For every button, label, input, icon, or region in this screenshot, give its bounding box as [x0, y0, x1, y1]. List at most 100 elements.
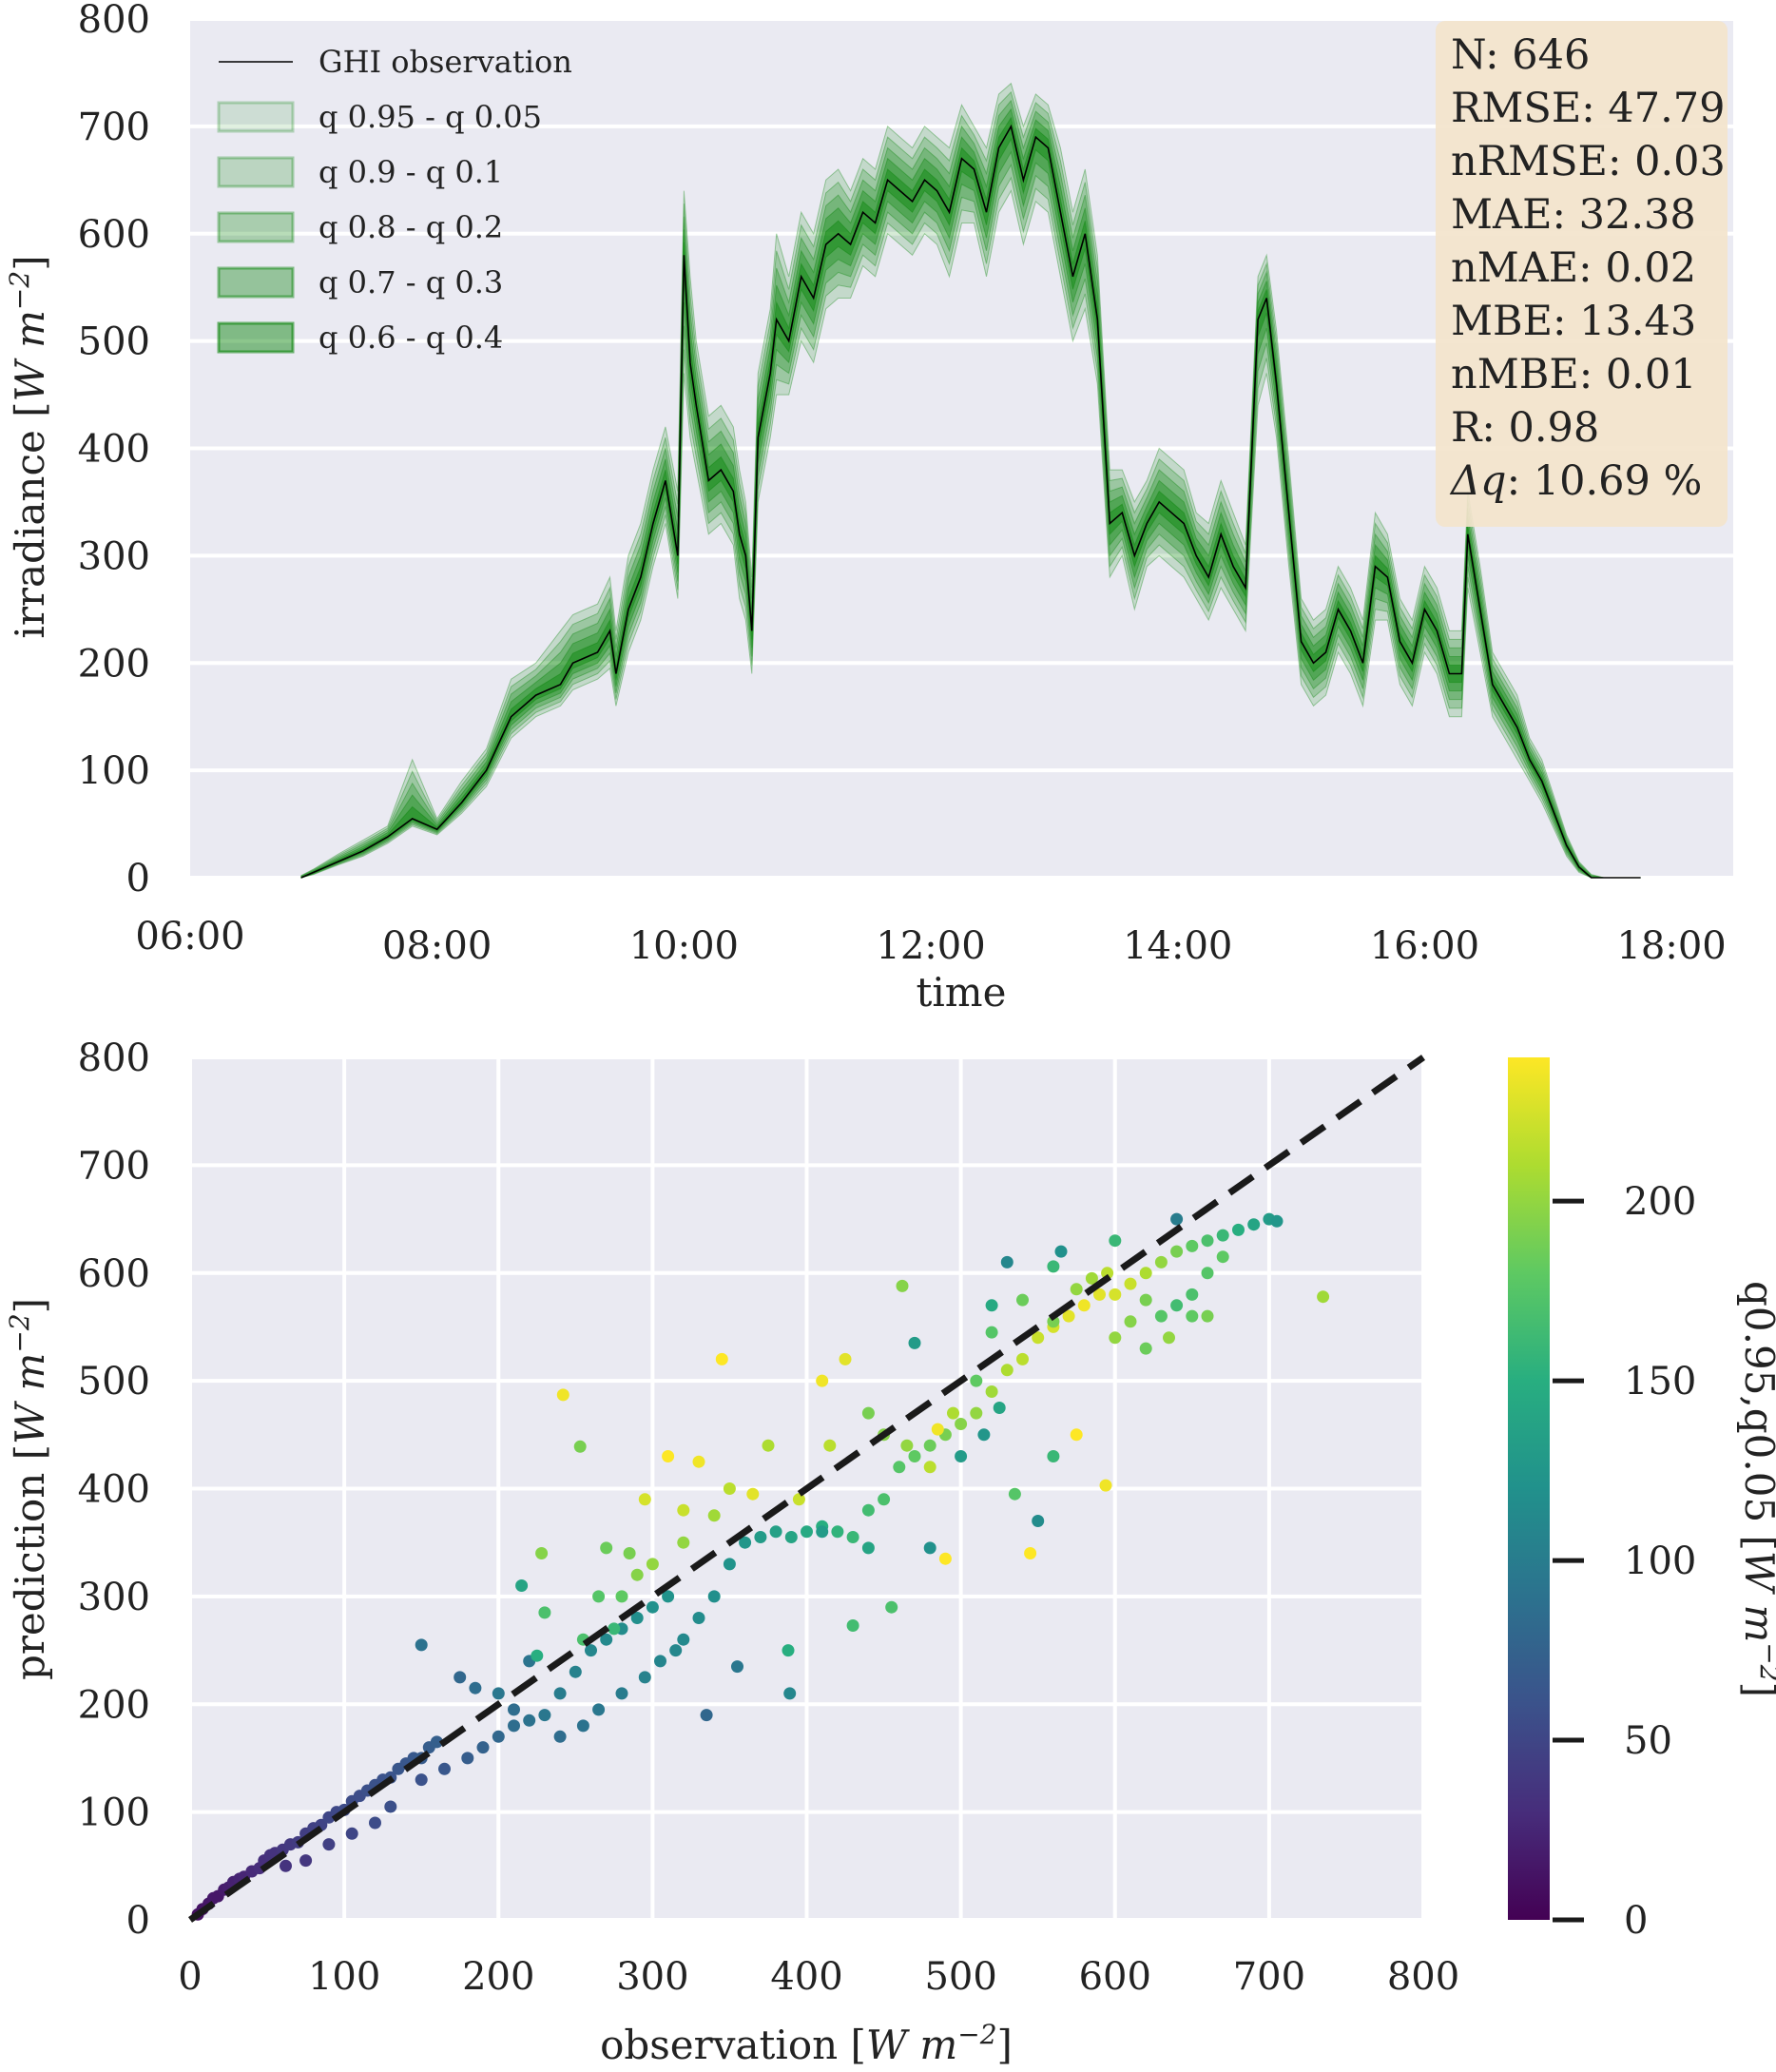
scatter-point — [1000, 1364, 1013, 1377]
scatter-point — [1186, 1239, 1199, 1252]
metric-nrmse: nRMSE: 0.03 — [1451, 138, 1726, 185]
scatter-point — [538, 1606, 551, 1619]
timeseries-chart: 0 100 200 300 400 500 600 700 800 06:00 08:00 10:0… — [4, 0, 1733, 1016]
scatter-point — [573, 1440, 587, 1453]
scatter-point — [1109, 1331, 1122, 1345]
scatter-point — [438, 1762, 451, 1775]
scatter-point — [615, 1590, 628, 1603]
scatter-point — [923, 1461, 936, 1474]
scatter-point — [1186, 1288, 1199, 1301]
scatter-point — [1317, 1290, 1330, 1304]
scatter-point — [955, 1418, 968, 1430]
timeseries-x-tick-label: 14:00 — [1123, 924, 1232, 968]
scatter-point — [280, 1859, 292, 1872]
timeseries-legend: GHI observation q 0.95 - q 0.05 q 0.9 - … — [217, 44, 572, 356]
scatter-x-tick-label: 500 — [924, 1955, 996, 1999]
metric-nmbe: nMBE: 0.01 — [1451, 351, 1697, 398]
scatter-point — [746, 1487, 760, 1501]
scatter-point — [556, 1388, 569, 1402]
scatter-point — [415, 1638, 428, 1652]
scatter-point — [630, 1568, 644, 1581]
scatter-point — [896, 1279, 909, 1292]
scatter-point — [1047, 1315, 1060, 1328]
scatter-point — [1186, 1309, 1199, 1323]
timeseries-y-tick-label: 700 — [78, 106, 150, 149]
timeseries-x-tick-label: 12:00 — [876, 924, 985, 968]
scatter-point — [415, 1773, 428, 1787]
legend-label-q90-q10: q 0.9 - q 0.1 — [319, 154, 503, 190]
scatter-point — [846, 1619, 859, 1632]
scatter-point — [677, 1633, 690, 1646]
scatter-point — [1016, 1352, 1029, 1365]
scatter-point — [662, 1590, 675, 1603]
scatter-point — [1101, 1267, 1114, 1280]
scatter-point — [1000, 1255, 1013, 1268]
scatter-point — [1077, 1299, 1091, 1312]
scatter-point — [816, 1374, 829, 1387]
colorbar-label: q0.95,q0.05 [W m−2] — [1736, 1281, 1776, 1697]
scatter-point — [1047, 1450, 1060, 1462]
scatter-point — [985, 1385, 998, 1398]
scatter-point — [1085, 1271, 1098, 1285]
timeseries-x-axis-label: time — [917, 969, 1007, 1016]
scatter-x-ticks: 0 100 200 300 400 500 600 700 800 — [178, 1955, 1459, 1999]
scatter-point — [739, 1536, 752, 1549]
colorbar-tick-label: 50 — [1624, 1719, 1672, 1763]
scatter-point — [1216, 1250, 1229, 1264]
scatter-point — [839, 1352, 852, 1365]
metrics-box: N: 646 RMSE: 47.79 nRMSE: 0.03 MAE: 32.3… — [1436, 21, 1728, 527]
legend-label-observation: GHI observation — [319, 44, 572, 80]
scatter-y-tick-label: 200 — [78, 1683, 150, 1727]
scatter-point — [1154, 1309, 1168, 1323]
scatter-point — [677, 1503, 690, 1517]
observation-line — [300, 124, 1641, 879]
scatter-point — [600, 1633, 613, 1646]
scatter-point — [1047, 1260, 1060, 1273]
scatter-point — [783, 1687, 797, 1700]
scatter-point — [1093, 1288, 1106, 1301]
scatter-point — [369, 1816, 381, 1830]
timeseries-x-tick-label: 16:00 — [1370, 924, 1479, 968]
scatter-point — [769, 1525, 782, 1539]
scatter-x-tick-label: 700 — [1233, 1955, 1305, 1999]
scatter-point — [993, 1402, 1006, 1414]
scatter-point — [662, 1450, 675, 1462]
scatter-point — [861, 1541, 875, 1555]
scatter-point — [492, 1687, 505, 1700]
legend-swatch-q70-q30 — [217, 266, 295, 299]
scatter-point — [1201, 1267, 1214, 1280]
scatter-point — [1216, 1229, 1229, 1242]
scatter-point — [1170, 1245, 1184, 1258]
scatter-point — [1163, 1331, 1175, 1345]
scatter-point — [553, 1687, 567, 1700]
scatter-point — [1232, 1223, 1245, 1236]
scatter-point — [1008, 1487, 1021, 1501]
timeseries-x-ticks: 06:00 08:00 10:00 12:00 14:00 16:00 18:00 — [135, 915, 1726, 968]
scatter-y-tick-label: 700 — [78, 1144, 150, 1188]
scatter-point — [615, 1687, 628, 1700]
scatter-y-tick-label: 500 — [78, 1360, 150, 1404]
scatter-point — [638, 1671, 651, 1684]
legend-label-q80-q20: q 0.8 - q 0.2 — [319, 209, 503, 245]
scatter-y-tick-label: 400 — [78, 1468, 150, 1512]
scatter-point — [585, 1644, 597, 1657]
scatter-point — [723, 1558, 736, 1571]
metric-rmse: RMSE: 47.79 — [1451, 85, 1726, 132]
scatter-point — [782, 1644, 795, 1657]
scatter-point — [469, 1681, 482, 1694]
timeseries-y-tick-label: 200 — [78, 642, 150, 686]
timeseries-x-tick-label: 18:00 — [1616, 924, 1726, 968]
colorbar-tick-label: 0 — [1624, 1899, 1648, 1943]
scatter-point — [923, 1439, 936, 1452]
timeseries-x-tick-label: 06:00 — [135, 915, 244, 959]
scatter-point — [938, 1552, 952, 1565]
timeseries-y-tick-label: 800 — [78, 0, 150, 42]
scatter-point — [700, 1709, 713, 1722]
scatter-point — [523, 1714, 536, 1727]
scatter-point — [1054, 1245, 1068, 1258]
scatter-point — [1016, 1293, 1029, 1307]
scatter-y-tick-label: 600 — [78, 1252, 150, 1296]
scatter-point — [1170, 1299, 1184, 1312]
scatter-point — [1070, 1428, 1083, 1442]
scatter-point — [792, 1493, 805, 1506]
